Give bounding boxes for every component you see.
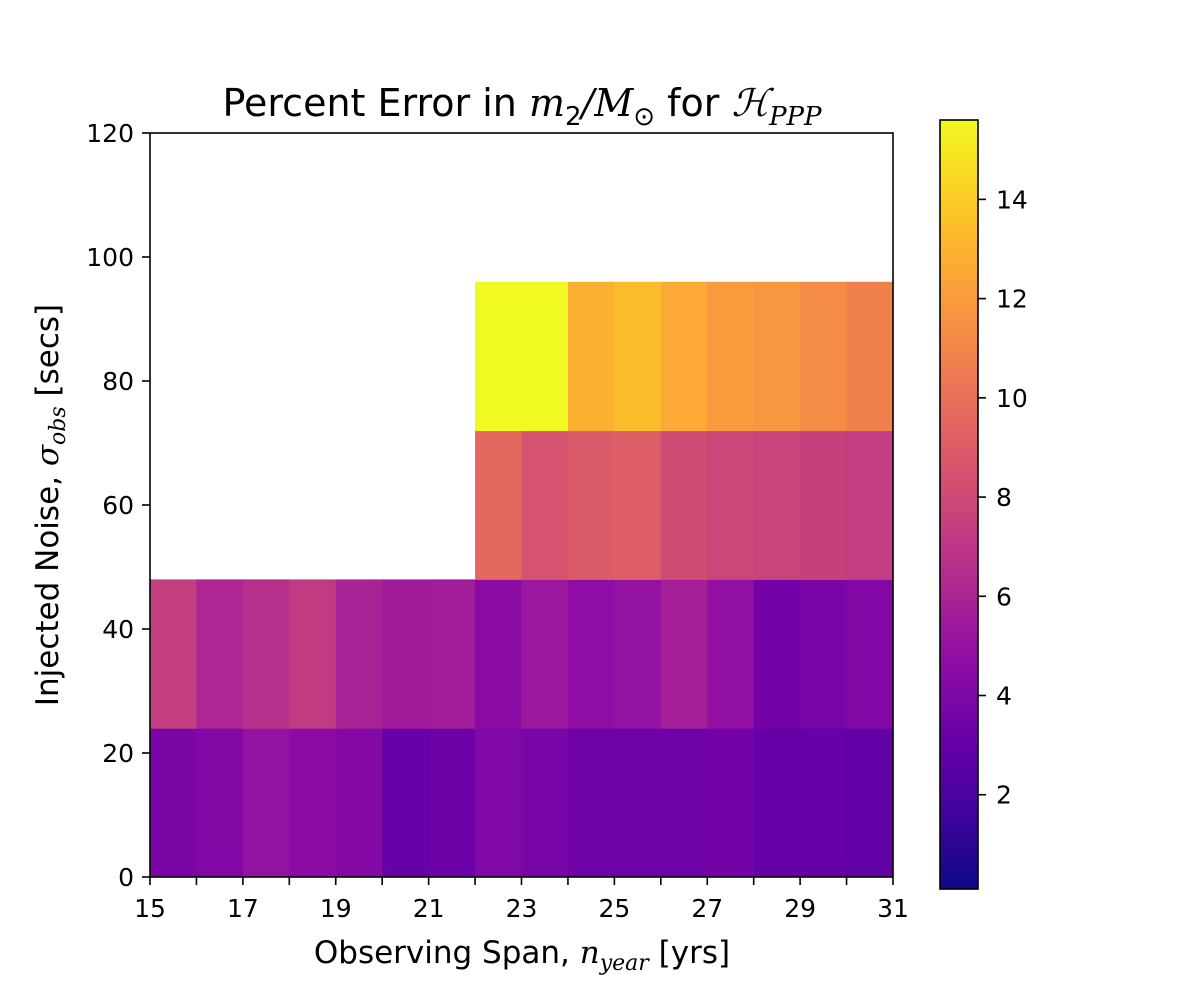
heatmap-cell	[660, 430, 708, 580]
heatmap-cell	[707, 579, 755, 729]
colorbar-tick-label: 6	[996, 582, 1012, 611]
chart-title-M-sub: ⊙	[633, 102, 655, 132]
colorbar-tick-label: 8	[996, 483, 1012, 512]
heatmap-cell	[521, 728, 569, 878]
y-label-prefix: Injected Noise,	[30, 466, 66, 706]
heatmap-cell	[800, 281, 848, 432]
heatmap-cell	[614, 728, 662, 878]
colorbar-ticks: 2 4 6 8 10 12 14	[978, 185, 1028, 810]
chart-title-H-sub: PPP	[768, 102, 822, 132]
x-tick-label: 27	[691, 894, 723, 923]
heatmap-cell	[475, 430, 522, 580]
x-tick-label: 25	[598, 894, 630, 923]
y-tick-label: 120	[86, 119, 134, 148]
heatmap-cell	[428, 579, 476, 729]
x-tick-label: 21	[413, 894, 445, 923]
colorbar-tick-label: 2	[996, 781, 1012, 810]
x-axis-ticks: 15 17 19 21 23 25 27 29 31	[134, 877, 909, 923]
heatmap-cell	[800, 430, 848, 580]
colorbar-tick-label: 4	[996, 682, 1012, 711]
heatmap-cell	[707, 430, 755, 580]
chart-title-slash: /	[578, 81, 598, 125]
chart-title-H: ℋ	[732, 81, 775, 125]
heatmap-cell	[289, 728, 337, 878]
heatmap-cell	[614, 430, 662, 580]
heatmap-cell	[521, 281, 569, 432]
y-axis-ticks: 0 20 40 60 80 100 120	[86, 119, 150, 892]
x-label-suffix: [yrs]	[649, 935, 730, 971]
y-label-suffix: [secs]	[30, 304, 66, 406]
colorbar-tick-label: 10	[996, 384, 1028, 413]
colorbar-tick-label: 12	[996, 285, 1028, 314]
heatmap-cell	[846, 281, 894, 432]
x-label-var: n	[580, 935, 600, 971]
heatmap-cell	[614, 281, 662, 432]
y-axis-label: Injected Noise, σobs [secs]	[30, 304, 71, 706]
heatmap-cell	[800, 728, 848, 878]
heatmap-cell	[475, 281, 522, 432]
heatmap-cell	[196, 579, 244, 729]
heatmap-cell	[475, 728, 522, 878]
chart-title-M: M	[593, 81, 634, 125]
x-label-prefix: Observing Span,	[314, 935, 580, 971]
x-axis-label: Observing Span, nyear [yrs]	[314, 935, 730, 976]
heatmap-cell	[428, 728, 476, 878]
y-tick-label: 20	[102, 739, 134, 768]
heatmap-cell	[150, 728, 197, 878]
chart-title-m: m	[529, 81, 565, 125]
heatmap-cell	[800, 579, 848, 729]
heatmap-cell	[335, 728, 383, 878]
heatmap-cell	[521, 430, 569, 580]
y-tick-label: 100	[86, 243, 134, 272]
heatmap-cell	[707, 728, 755, 878]
heatmap-cell	[753, 281, 801, 432]
chart-title-mid: for	[655, 81, 731, 125]
heatmap-cell	[521, 579, 569, 729]
heatmap-cell	[567, 430, 615, 580]
heatmap-cell	[242, 728, 290, 878]
heatmap-cell	[567, 281, 615, 432]
heatmap-cell	[382, 728, 430, 878]
heatmap-cell	[196, 728, 244, 878]
colorbar-tick-label: 14	[996, 185, 1028, 214]
y-tick-label: 60	[102, 491, 134, 520]
heatmap-cell	[475, 579, 522, 729]
y-tick-label: 80	[102, 367, 134, 396]
heatmap-cell	[707, 281, 755, 432]
heatmap-cell	[150, 579, 197, 729]
y-tick-label: 0	[118, 863, 134, 892]
y-tick-label: 40	[102, 615, 134, 644]
x-tick-label: 19	[320, 894, 352, 923]
colorbar	[939, 119, 979, 890]
x-tick-label: 31	[877, 894, 909, 923]
heatmap-cell	[382, 579, 430, 729]
x-label-sub: year	[599, 951, 651, 976]
heatmap-cell	[660, 579, 708, 729]
x-tick-label: 23	[506, 894, 538, 923]
chart-title: Percent Error in m2/M⊙ for ℋPPP	[222, 81, 822, 132]
heatmap-cell	[289, 579, 337, 729]
heatmap-cell	[567, 579, 615, 729]
heatmap-cell	[846, 728, 894, 878]
heatmap-cell	[753, 728, 801, 878]
heatmap-cell	[242, 579, 290, 729]
heatmap-cell	[335, 579, 383, 729]
x-tick-label: 29	[784, 894, 816, 923]
heatmap-cell	[753, 579, 801, 729]
chart-title-m-sub: 2	[565, 102, 582, 132]
heatmap-cell	[614, 579, 662, 729]
heatmap-cell	[846, 579, 894, 729]
heatmap-cell	[753, 430, 801, 580]
heatmap-cell	[567, 728, 615, 878]
y-label-sub: obs	[46, 406, 71, 445]
heatmap-cell	[660, 728, 708, 878]
heatmap-cells	[150, 281, 894, 878]
y-label-var: σ	[30, 444, 66, 466]
chart-title-prefix: Percent Error in	[222, 81, 529, 125]
x-tick-label: 17	[227, 894, 259, 923]
heatmap-cell	[846, 430, 894, 580]
heatmap-cell	[660, 281, 708, 432]
x-tick-label: 15	[134, 894, 166, 923]
